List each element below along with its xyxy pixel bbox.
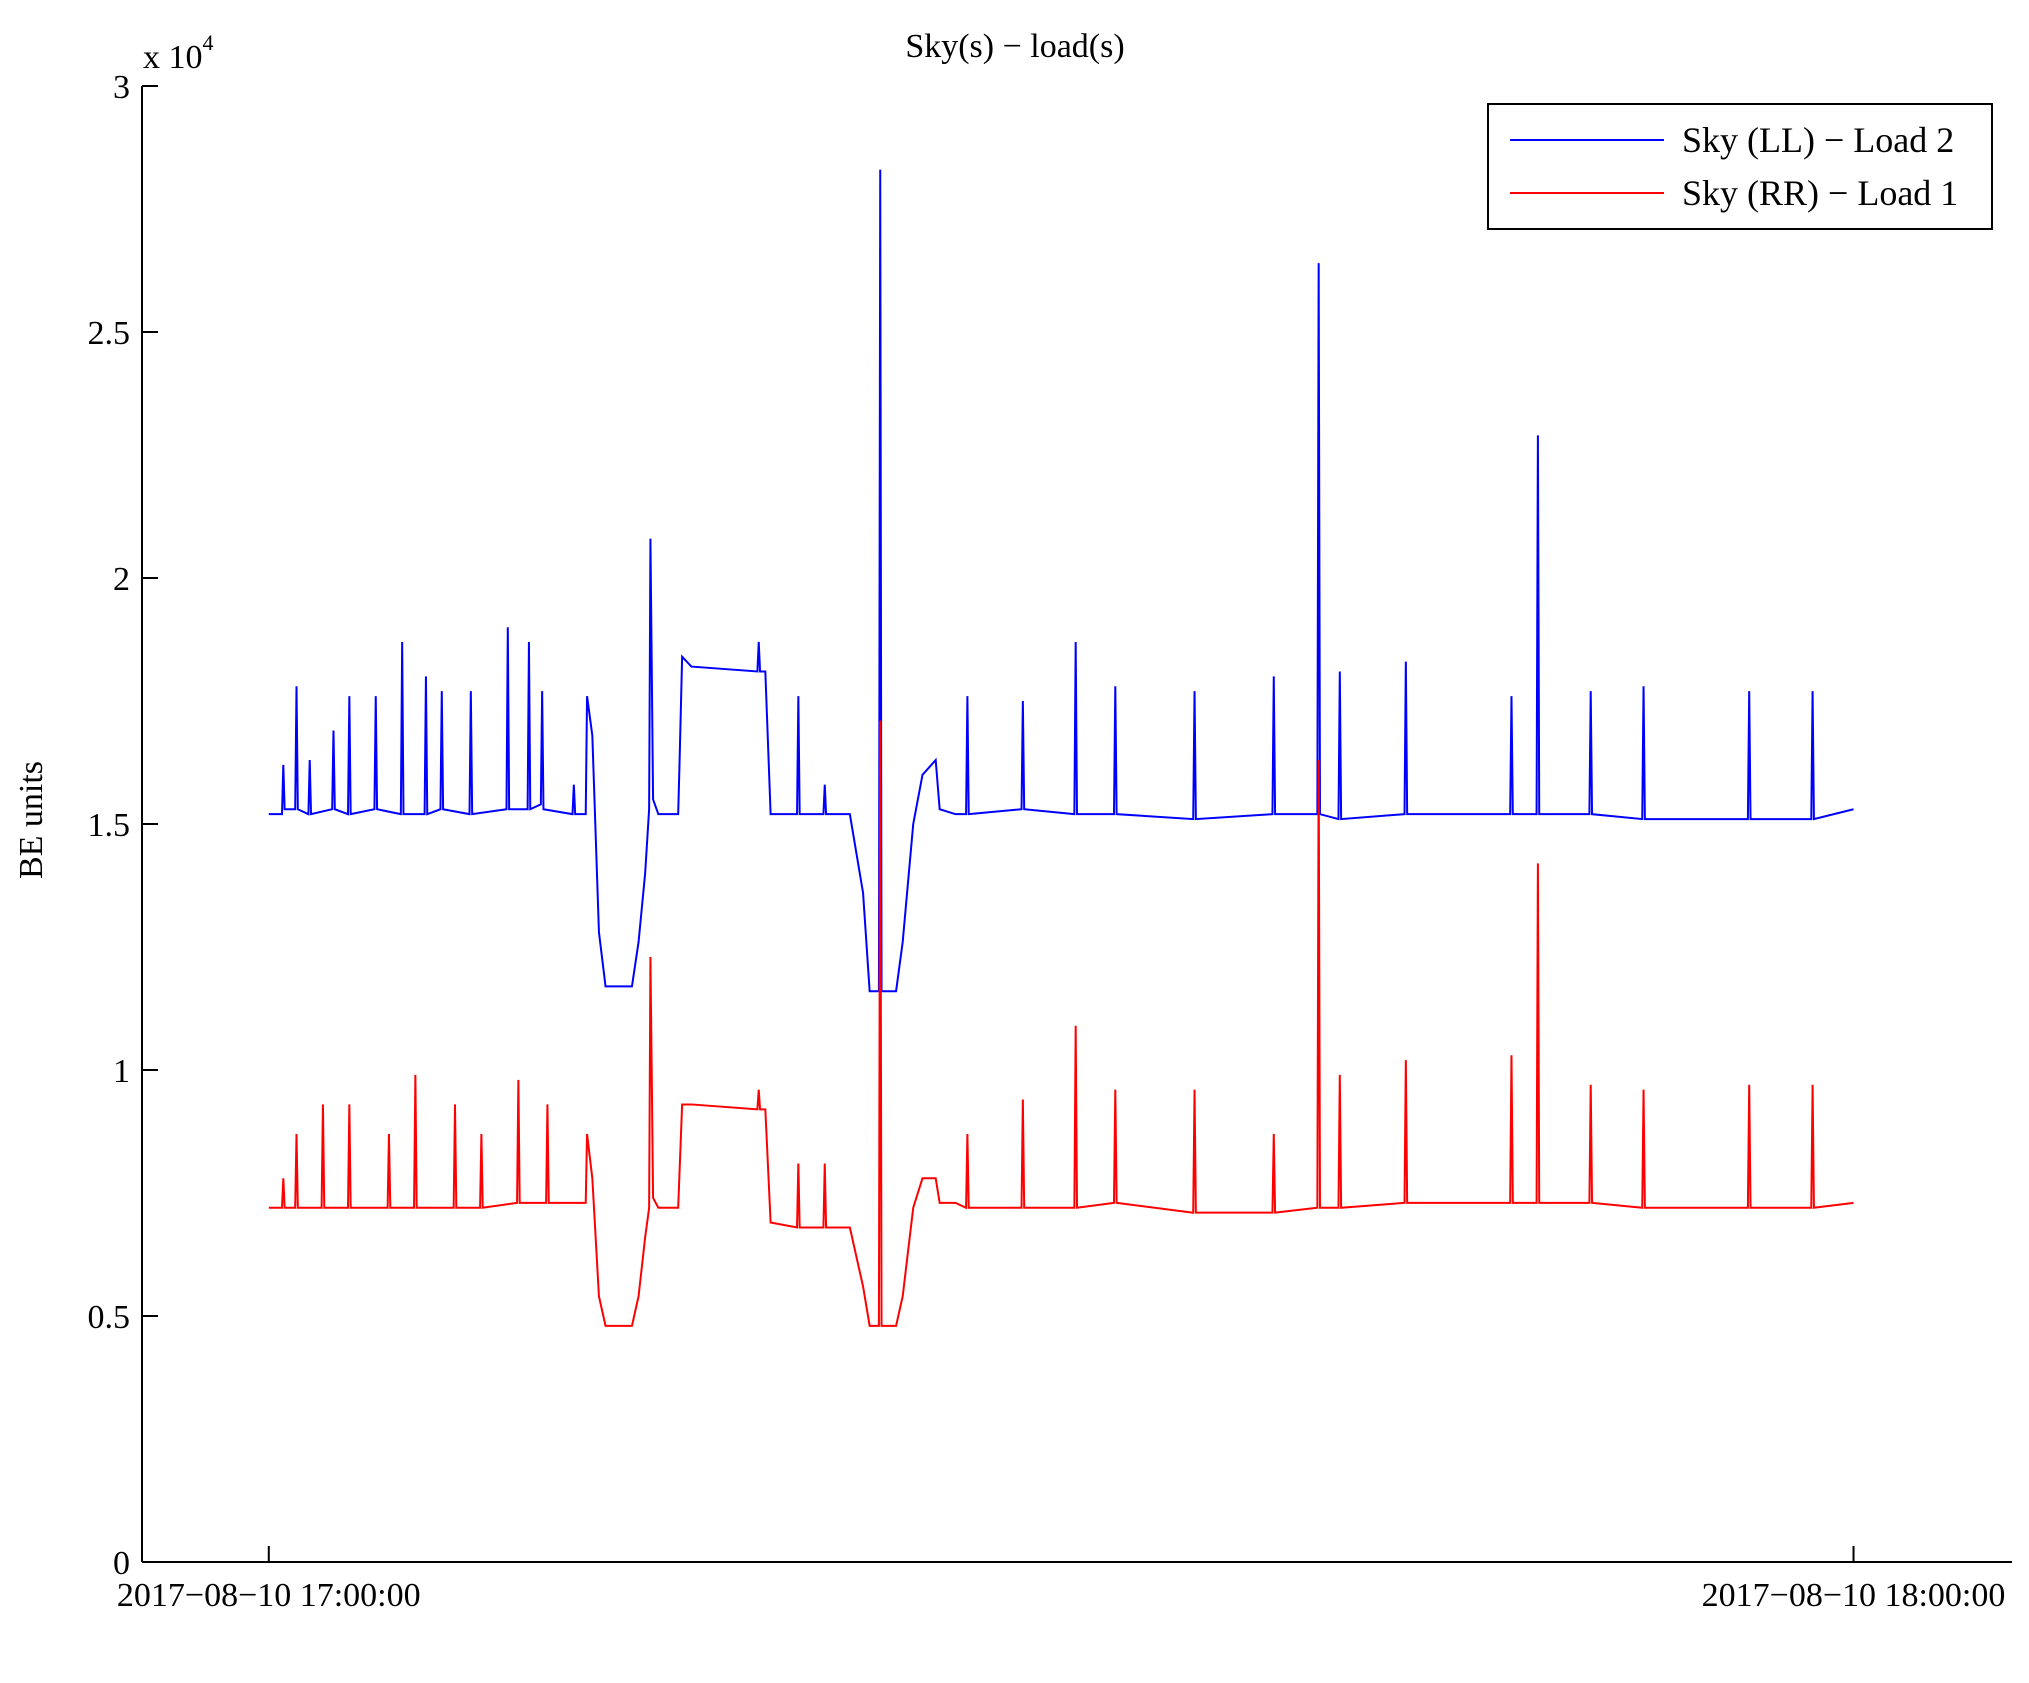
x-axis-ticks: 2017−08−10 17:00:00 2017−08−10 18:00:00 xyxy=(117,1546,2005,1614)
legend: Sky (LL) − Load 2 Sky (RR) − Load 1 xyxy=(1487,103,1993,230)
plot-area xyxy=(268,169,1854,1327)
y-tick-label: 0.5 xyxy=(88,1299,131,1336)
x-tick-label: 2017−08−10 17:00:00 xyxy=(117,1577,421,1614)
chart-title: Sky(s) − load(s) xyxy=(905,28,1124,65)
legend-label-sky-ll: Sky (LL) − Load 2 xyxy=(1682,120,1954,160)
legend-box xyxy=(1487,103,1993,230)
y-tick-label: 2 xyxy=(113,561,130,598)
series-line-sky-ll xyxy=(268,169,1854,993)
y-axis-exponent-power: 4 xyxy=(203,30,214,55)
y-tick-label: 2.5 xyxy=(88,315,131,352)
x-tick-label: 2017−08−10 18:00:00 xyxy=(1702,1577,2006,1614)
y-axis-exponent: x 104 xyxy=(143,30,214,76)
legend-label-sky-rr: Sky (RR) − Load 1 xyxy=(1682,173,1958,213)
series-line-sky-rr xyxy=(268,720,1854,1327)
y-axis-exponent-base: x 10 xyxy=(143,39,203,76)
y-tick-label: 1 xyxy=(113,1053,130,1090)
y-tick-label: 3 xyxy=(113,69,130,106)
y-axis-ticks: 0 0.5 1 1.5 2 2.5 3 xyxy=(88,69,158,1582)
y-tick-label: 1.5 xyxy=(88,807,131,844)
y-tick-label: 0 xyxy=(113,1545,130,1582)
y-axis-label: BE units xyxy=(13,761,50,879)
